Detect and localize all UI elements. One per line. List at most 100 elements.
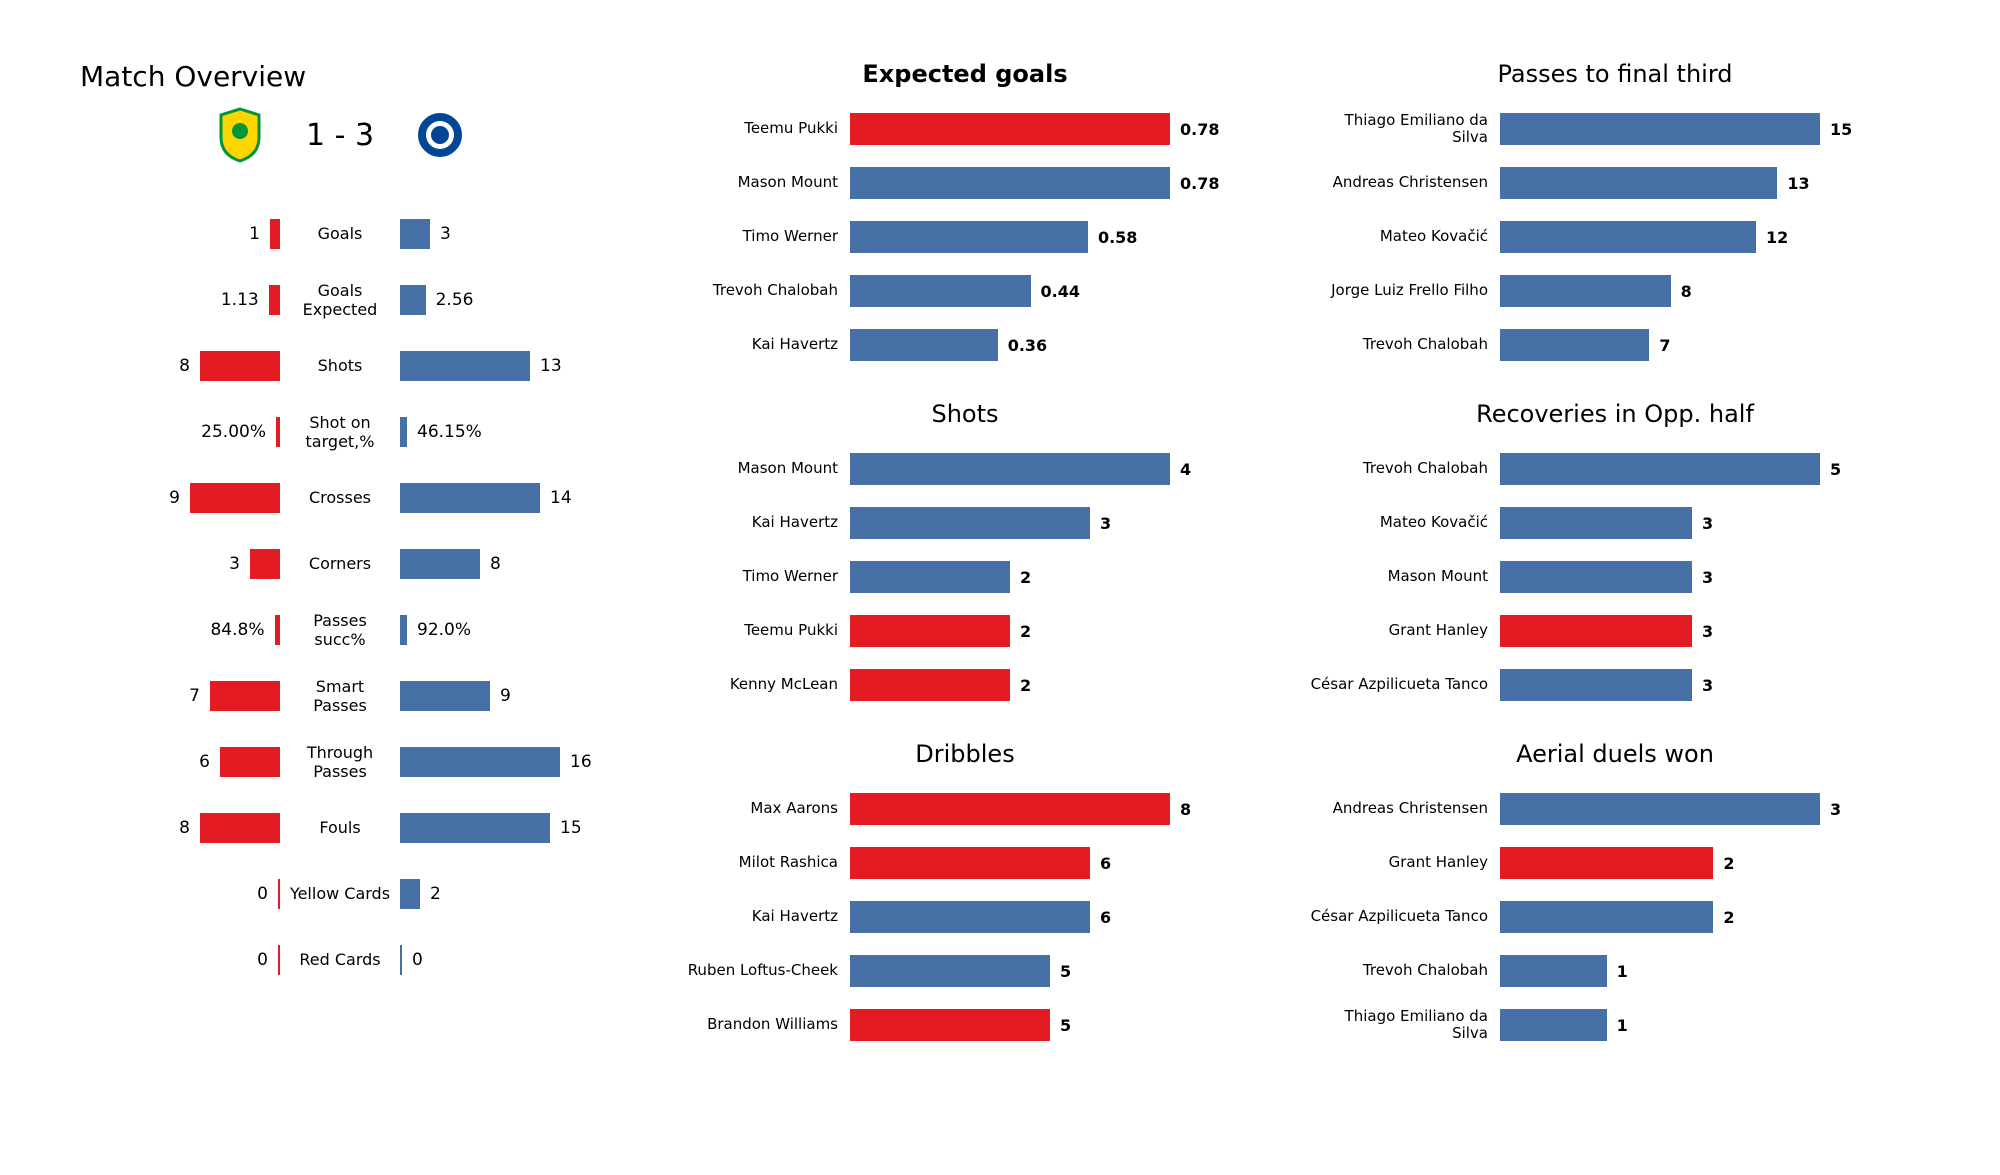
stat-panel: DribblesMax Aarons8Milot Rashica6Kai Hav… [660,740,1270,1052]
stat-value-away: 13 [540,356,562,376]
stat-value-away: 8 [490,554,501,574]
stat-value-home: 6 [199,752,210,772]
player-value: 3 [1702,676,1713,695]
player-value: 2 [1723,908,1734,927]
player-row: Grant Hanley 2 [1310,836,1920,890]
stat-value-away: 14 [550,488,572,508]
player-row: César Azpilicueta Tanco2 [1310,890,1920,944]
home-crest-icon [214,109,266,161]
stat-row: 0Red Cards0 [80,927,600,993]
stat-label: Passes succ% [280,611,400,649]
away-crest-icon [414,109,466,161]
panel-title: Shots [660,400,1270,428]
stat-value-away: 3 [440,224,451,244]
stat-row: 9Crosses14 [80,465,600,531]
player-name: Teemu Pukki [660,120,850,137]
player-name: Mason Mount [660,460,850,477]
player-row: Mason Mount3 [1310,550,1920,604]
player-bar [850,669,1010,701]
player-value: 2 [1020,568,1031,587]
player-value: 3 [1702,568,1713,587]
stat-row: 1.13Goals Expected2.56 [80,267,600,333]
player-row: Timo Werner2 [660,550,1270,604]
stat-bar-home [269,285,280,315]
player-row: Mason Mount 4 [660,442,1270,496]
player-row: Kenny McLean2 [660,658,1270,712]
player-row: Jorge Luiz Frello Filho8 [1310,264,1920,318]
stat-value-away: 16 [570,752,592,772]
player-name: Mateo Kovačić [1310,514,1500,531]
mid-column: Expected goalsTeemu Pukki0.78Mason Mount… [660,60,1270,1135]
player-value: 0.44 [1041,282,1080,301]
stat-label: Through Passes [280,743,400,781]
player-bar [1500,1009,1607,1041]
stat-value-home: 8 [179,818,190,838]
player-name: Grant Hanley [1310,622,1500,639]
player-value: 4 [1180,460,1191,479]
player-value: 8 [1681,282,1692,301]
stat-bar-away [400,549,480,579]
panel-title: Dribbles [660,740,1270,768]
stat-row: 1Goals3 [80,201,600,267]
stat-value-away: 92.0% [417,620,471,640]
player-bar [1500,275,1671,307]
player-bar [850,955,1050,987]
far-column: Passes to final thirdThiago Emiliano da … [1310,60,1920,1135]
player-row: Andreas Christensen3 [1310,782,1920,836]
stat-bar-away [400,747,560,777]
stat-value-away: 2 [430,884,441,904]
stat-panel: Passes to final thirdThiago Emiliano da … [1310,60,1920,372]
player-name: Trevoh Chalobah [1310,460,1500,477]
player-value: 3 [1702,622,1713,641]
stat-label: Fouls [280,818,400,837]
score-text: 1 - 3 [306,118,374,153]
player-name: Thiago Emiliano da Silva [1310,1008,1500,1043]
player-bar [850,561,1010,593]
player-name: Kai Havertz [660,514,850,531]
stat-bar-home [200,351,280,381]
player-value: 2 [1723,854,1734,873]
player-bar [1500,901,1713,933]
player-value: 13 [1787,174,1809,193]
player-value: 5 [1060,1016,1071,1035]
stat-value-home: 84.8% [210,620,264,640]
player-bar [1500,113,1820,145]
stat-value-home: 25.00% [201,422,266,442]
panel-title: Recoveries in Opp. half [1310,400,1920,428]
stat-value-away: 0 [412,950,423,970]
player-value: 6 [1100,908,1111,927]
stat-bar-home [210,681,280,711]
player-bar [1500,847,1713,879]
player-bar [850,329,998,361]
player-bar [850,453,1170,485]
stat-value-home: 0 [257,950,268,970]
stat-label: Corners [280,554,400,573]
stat-bar-home [220,747,280,777]
player-row: Thiago Emiliano da Silva15 [1310,102,1920,156]
player-row: Trevoh Chalobah0.44 [660,264,1270,318]
player-value: 7 [1659,336,1670,355]
player-value: 1 [1617,962,1628,981]
player-name: Andreas Christensen [1310,800,1500,817]
player-name: Mason Mount [660,174,850,191]
player-panels: Expected goalsTeemu Pukki0.78Mason Mount… [660,60,1920,1135]
stat-value-home: 1 [249,224,260,244]
player-bar [850,221,1088,253]
stat-panel: Recoveries in Opp. halfTrevoh Chalobah5M… [1310,400,1920,712]
panel-title: Aerial duels won [1310,740,1920,768]
stat-value-home: 0 [257,884,268,904]
stat-bar-home [270,219,280,249]
player-bar [850,793,1170,825]
player-row: Mateo Kovačić3 [1310,496,1920,550]
player-row: Andreas Christensen13 [1310,156,1920,210]
stat-bar-away [400,615,407,645]
stat-value-home: 1.13 [221,290,259,310]
player-name: Grant Hanley [1310,854,1500,871]
player-value: 2 [1020,622,1031,641]
player-row: Brandon Williams5 [660,998,1270,1052]
player-row: Mateo Kovačić12 [1310,210,1920,264]
player-bar [1500,793,1820,825]
player-value: 6 [1100,854,1111,873]
player-bar [850,167,1170,199]
player-row: Milot Rashica6 [660,836,1270,890]
